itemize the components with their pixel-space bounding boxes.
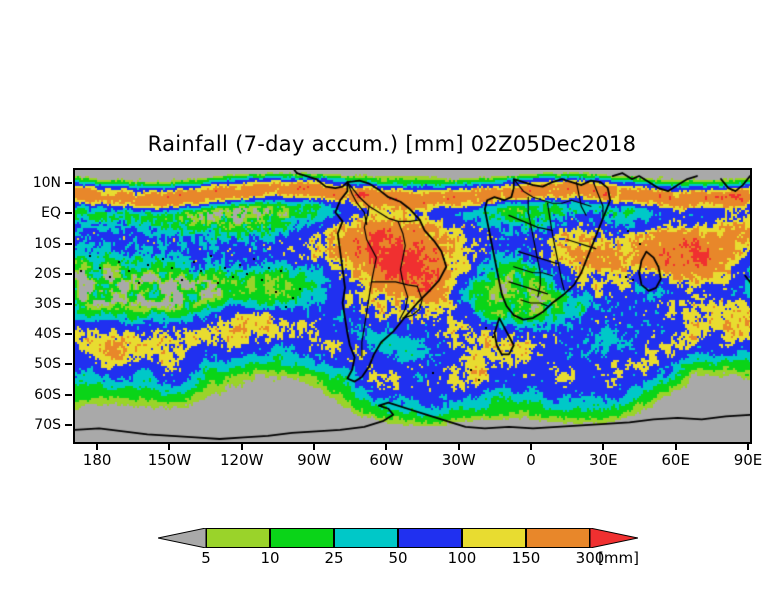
- colorbar-left-arrow: [158, 528, 206, 548]
- x-axis-label: 90W: [297, 451, 332, 469]
- y-axis-label: EQ: [41, 205, 61, 222]
- y-axis-label: 30S: [34, 296, 61, 312]
- y-axis-tick: [65, 303, 72, 305]
- colorbar-unit-label: [mm]: [598, 549, 639, 567]
- colorbar-tick-label: 5: [201, 549, 211, 567]
- y-axis-tick: [65, 182, 72, 185]
- colorbar-right-arrow: [590, 528, 638, 548]
- colorbar-tick-label: 100: [447, 549, 477, 567]
- x-axis-tick: [313, 443, 316, 450]
- colorbar-tick-label: 150: [511, 549, 541, 567]
- y-axis-label: 50S: [34, 356, 61, 373]
- y-axis-label: 40S: [34, 326, 61, 343]
- y-axis-tick: [65, 393, 72, 396]
- x-axis-tick: [747, 443, 749, 450]
- x-axis-label: 30E: [589, 451, 618, 469]
- y-axis-tick: [65, 363, 72, 366]
- y-axis-tick: [65, 272, 72, 275]
- x-axis-tick: [385, 443, 388, 450]
- colorbar-segment: [526, 528, 590, 548]
- y-axis-label: 60S: [34, 386, 61, 403]
- x-axis-label: 30W: [441, 451, 476, 469]
- colorbar-tick-label: 10: [260, 549, 280, 567]
- y-axis-tick: [65, 423, 72, 426]
- rainfall-heatmap-canvas: [75, 170, 750, 442]
- colorbar-segment: [270, 528, 334, 548]
- colorbar-segment: [398, 528, 462, 548]
- x-axis-tick: [602, 443, 605, 450]
- x-axis-tick: [530, 443, 533, 450]
- colorbar-segment: [462, 528, 526, 548]
- y-axis-label: 20S: [34, 265, 61, 282]
- chart-title: Rainfall (7-day accum.) [mm] 02Z05Dec201…: [147, 132, 637, 156]
- colorbar-tick-label: 50: [388, 549, 408, 567]
- y-axis-label: 70S: [34, 416, 61, 433]
- y-axis-tick: [65, 333, 72, 336]
- x-axis-label: 60E: [661, 451, 690, 469]
- x-axis-tick: [674, 443, 677, 450]
- x-axis-tick: [457, 443, 460, 450]
- x-axis-label: 120W: [220, 451, 264, 469]
- x-axis-label: 150W: [147, 451, 192, 469]
- colorbar-segment: [334, 528, 398, 548]
- map-plot-area: [73, 168, 752, 444]
- y-axis-label: 10S: [34, 235, 61, 252]
- x-axis-label: 180: [82, 451, 112, 469]
- colorbar-segment: [206, 528, 270, 548]
- y-axis-tick: [65, 242, 72, 245]
- x-axis-label: 60W: [369, 451, 404, 469]
- colorbar-tick-label: 300: [575, 549, 605, 567]
- y-axis-tick: [65, 212, 72, 215]
- x-axis-tick: [240, 443, 243, 450]
- x-axis-tick: [96, 443, 99, 450]
- y-axis-label: 10N: [32, 175, 61, 192]
- x-axis-label: 0: [526, 451, 536, 469]
- x-axis-tick: [168, 443, 171, 450]
- colorbar-tick-label: 25: [324, 549, 344, 567]
- x-axis-label: 90E: [733, 451, 763, 469]
